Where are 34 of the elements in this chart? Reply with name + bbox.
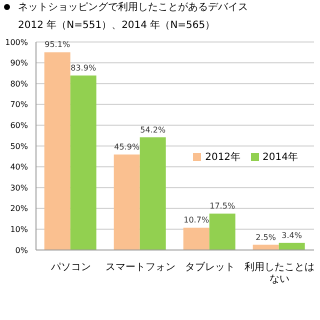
data-label: 17.5% bbox=[210, 202, 236, 211]
y-tick-label: 60% bbox=[10, 121, 28, 130]
y-tick-label: 20% bbox=[10, 204, 28, 214]
legend-label: 2014年 bbox=[262, 152, 298, 163]
y-tick-label: 100% bbox=[5, 38, 28, 47]
bar bbox=[70, 75, 96, 250]
y-tick-label: 50% bbox=[10, 142, 28, 151]
y-tick-label: 40% bbox=[10, 162, 28, 172]
bar bbox=[44, 52, 70, 250]
data-label: 3.4% bbox=[282, 230, 302, 240]
x-tick-label: 利用したことはない bbox=[244, 261, 314, 285]
y-tick-label: 70% bbox=[10, 100, 28, 110]
bar bbox=[209, 214, 236, 250]
bar bbox=[140, 137, 166, 250]
data-label: 2.5% bbox=[256, 232, 276, 242]
bar bbox=[278, 242, 305, 250]
data-label: 45.9% bbox=[114, 142, 140, 152]
chart-subtitle: 2012 年（N=551）、2014 年（N=565） bbox=[18, 19, 216, 32]
y-tick-label: 10% bbox=[10, 225, 28, 234]
data-label: 54.2% bbox=[140, 125, 166, 134]
data-label: 83.9% bbox=[70, 63, 96, 72]
x-tick-label: タブレット bbox=[184, 261, 235, 273]
y-tick-label: 0% bbox=[15, 246, 28, 255]
y-tick-label: 80% bbox=[10, 79, 28, 88]
data-label: 10.7% bbox=[184, 216, 210, 225]
y-tick-label: 90% bbox=[10, 58, 28, 68]
data-label: 95.1% bbox=[44, 40, 70, 50]
bar bbox=[183, 228, 210, 250]
x-tick-label: スマートフォン bbox=[105, 262, 176, 273]
y-tick-label: 30% bbox=[10, 183, 28, 192]
chart-title: ネットショッピングで利用したことがあるデバイス bbox=[18, 0, 248, 14]
x-tick-label: パソコン bbox=[50, 262, 91, 273]
legend-label: 2012年 bbox=[205, 152, 241, 163]
bar bbox=[114, 154, 140, 250]
